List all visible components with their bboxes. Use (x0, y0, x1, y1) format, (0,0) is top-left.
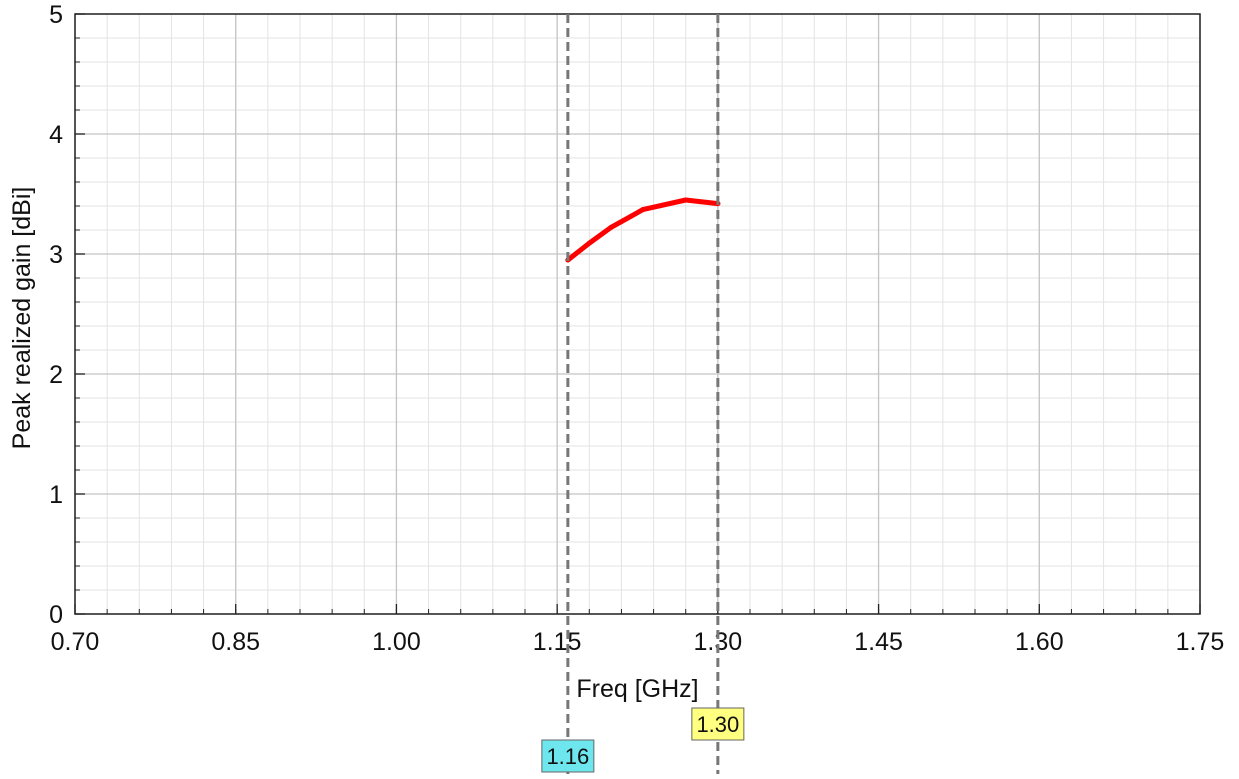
y-tick-label: 2 (49, 361, 63, 389)
x-tick-label: 0.85 (211, 628, 260, 656)
data-point (586, 240, 592, 246)
y-axis-ticks: 0 1 2 3 4 5 (49, 1, 85, 629)
y-tick-label: 3 (49, 241, 63, 269)
x-tick-label: 1.60 (1015, 628, 1064, 656)
x-axis-ticks: 0.70 0.85 1.00 1.15 1.30 1.45 1.60 1.75 (51, 604, 1225, 656)
marker-label: 1.30 (696, 712, 739, 737)
data-point (640, 207, 646, 213)
x-tick-label: 1.15 (533, 628, 582, 656)
plot-frame (74, 13, 1201, 615)
x-tick-label: 1.45 (854, 628, 903, 656)
marker-label: 1.16 (546, 744, 589, 769)
marker-label-box (691, 707, 745, 741)
marker-group: 1.16 1.30 (541, 14, 745, 774)
y-tick-label: 4 (49, 121, 63, 149)
x-tick-label: 1.00 (372, 628, 421, 656)
x-tick-label: 1.75 (1176, 628, 1225, 656)
marker-label-box (541, 739, 595, 773)
data-point (608, 225, 614, 231)
gain-series-line (565, 197, 721, 263)
y-tick-label: 5 (49, 1, 63, 29)
y-axis-label: Peak realized gain [dBi] (8, 187, 36, 450)
x-axis-label: Freq [GHz] (576, 675, 698, 703)
y-tick-label: 0 (49, 601, 63, 629)
x-tick-label: 0.70 (51, 628, 100, 656)
y-tick-label: 1 (49, 481, 63, 509)
minor-grid (74, 13, 1201, 615)
major-grid (74, 13, 1201, 615)
data-point (683, 197, 689, 203)
